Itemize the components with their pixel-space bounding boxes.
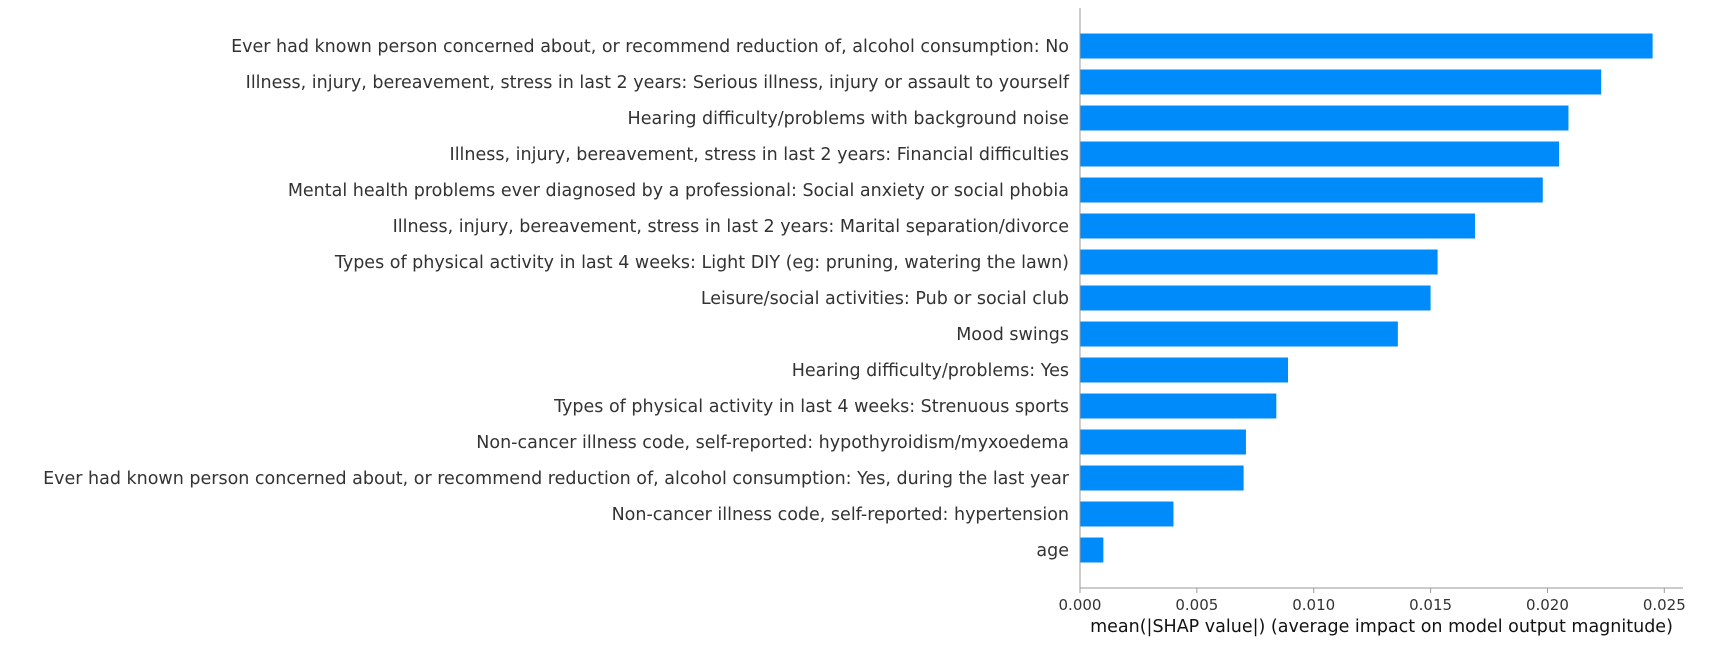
bar [1080, 321, 1398, 347]
category-label: Hearing difficulty/problems: Yes [792, 361, 1069, 381]
category-label: Illness, injury, bereavement, stress in … [246, 73, 1070, 93]
category-label: Illness, injury, bereavement, stress in … [450, 145, 1069, 165]
x-tick-label: 0.010 [1292, 596, 1335, 614]
bar [1080, 33, 1653, 59]
bar [1080, 465, 1244, 491]
x-tick-label: 0.005 [1175, 596, 1218, 614]
bars-group [1080, 33, 1653, 563]
bar [1080, 141, 1560, 167]
x-ticks: 0.000 0.005 0.010 0.015 0.020 0.025 [1059, 588, 1686, 614]
category-label: Mood swings [956, 325, 1069, 345]
category-label: Hearing difficulty/problems with backgro… [628, 109, 1069, 129]
category-label: Non-cancer illness code, self-reported: … [476, 433, 1069, 453]
bar [1080, 429, 1246, 455]
category-label: Leisure/social activities: Pub or social… [701, 289, 1069, 309]
bar [1080, 105, 1569, 131]
category-label: Illness, injury, bereavement, stress in … [393, 217, 1069, 237]
category-label: age [1036, 541, 1069, 561]
bar [1080, 285, 1431, 311]
x-axis-label: mean(|SHAP value|) (average impact on mo… [1090, 617, 1673, 637]
category-label: Ever had known person concerned about, o… [231, 37, 1069, 57]
bar [1080, 501, 1174, 527]
x-tick-label: 0.000 [1059, 596, 1102, 614]
bar [1080, 357, 1289, 383]
category-label: Ever had known person concerned about, o… [43, 469, 1070, 489]
category-label: Non-cancer illness code, self-reported: … [612, 505, 1069, 525]
bar [1080, 537, 1104, 563]
bar [1080, 69, 1602, 95]
category-label: Types of physical activity in last 4 wee… [553, 397, 1069, 417]
x-tick-label: 0.025 [1643, 596, 1686, 614]
bar [1080, 177, 1543, 203]
bar [1080, 393, 1277, 419]
category-label: Types of physical activity in last 4 wee… [334, 253, 1069, 273]
bar [1080, 213, 1475, 239]
bar [1080, 249, 1438, 275]
category-labels: Ever had known person concerned about, o… [43, 37, 1070, 561]
category-label: Mental health problems ever diagnosed by… [288, 181, 1069, 201]
x-tick-label: 0.015 [1409, 596, 1452, 614]
x-tick-label: 0.020 [1526, 596, 1569, 614]
